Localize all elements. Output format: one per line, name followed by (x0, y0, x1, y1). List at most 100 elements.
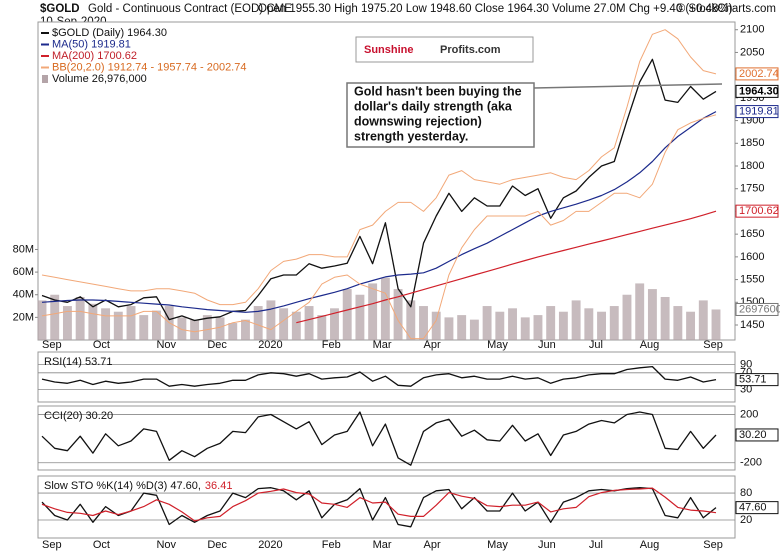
x-tick-label: Sep (703, 539, 723, 551)
series-line (41, 365, 717, 387)
volume-bar (431, 311, 441, 340)
value-label-box (735, 501, 779, 515)
logo-box (355, 36, 534, 63)
volume-bar (62, 306, 72, 340)
y2-tick-label: 80M (13, 243, 34, 255)
x-tick-label: Sep (42, 539, 62, 551)
x-tick-label: Jul (589, 339, 603, 351)
volume-bar (126, 306, 136, 340)
x-tick-label: 2020 (258, 539, 282, 551)
value-label: 47.60 (739, 502, 767, 514)
value-label: 1964.30 (739, 85, 779, 97)
volume-bar (597, 311, 606, 340)
x-tick-label: Oct (93, 539, 110, 551)
y-tick-label: 90 (740, 358, 752, 370)
value-label: 1919.81 (739, 105, 779, 117)
volume-bar (253, 306, 263, 340)
volume-bar (520, 317, 530, 340)
legend-swatch (42, 75, 48, 83)
panel-title: Slow STO %K(14) %D(3) 47.60, (44, 480, 201, 492)
panel-frame (37, 475, 736, 539)
panel-frame (37, 405, 736, 471)
y-tick-label: 1750 (740, 183, 764, 195)
y-tick-label: 20 (740, 514, 752, 526)
volume-bar (635, 283, 645, 340)
volume-bar (393, 289, 403, 340)
y2-tick-label: 60M (13, 266, 34, 278)
volume-bar (202, 315, 212, 340)
volume-bar (215, 317, 225, 340)
x-tick-label: May (487, 539, 508, 551)
volume-bar (647, 289, 657, 340)
y-tick-label: 30 (740, 383, 752, 395)
series-line (41, 487, 717, 528)
y-tick-label: 1650 (740, 228, 764, 240)
annotation-line: strength yesterday. (354, 129, 468, 143)
y-tick-label: 1600 (740, 251, 764, 263)
y-tick-label: -200 (740, 457, 762, 469)
volume-bar (558, 311, 568, 340)
x-tick-label: Aug (640, 339, 660, 351)
y-tick-label: 1850 (740, 137, 764, 149)
value-label: 2697600 (739, 303, 780, 315)
panel-frame (37, 351, 736, 403)
volume-bar (673, 306, 683, 340)
volume-bar (330, 308, 339, 340)
panel-title-highlight: 36.41 (205, 480, 233, 492)
volume-bar (291, 311, 301, 340)
x-tick-label: Apr (424, 339, 441, 351)
x-tick-label: Jun (538, 539, 556, 551)
volume-bar (279, 308, 289, 340)
x-tick-label: Apr (424, 539, 441, 551)
volume-bar (317, 315, 327, 340)
value-label-box (735, 84, 779, 98)
volume-bar (101, 308, 111, 340)
volume-bar (698, 300, 708, 340)
volume-bar (75, 296, 85, 340)
volume-bar (380, 277, 390, 340)
x-tick-label: Mar (373, 339, 392, 351)
volume-bar (686, 311, 696, 340)
x-tick-label: Feb (322, 539, 341, 551)
y-tick-label: 1800 (740, 160, 764, 172)
series-line (41, 58, 717, 322)
series-line (41, 111, 717, 313)
volume-bar (546, 306, 556, 340)
y-tick-label: 2100 (740, 24, 764, 36)
annotation-line: dollar's daily strength (aka (354, 99, 513, 113)
x-tick-label: Feb (322, 339, 341, 351)
volume-bar (444, 317, 454, 340)
volume-bar (342, 289, 352, 340)
volume-bar (533, 315, 543, 340)
y-tick-label: 1550 (740, 273, 764, 285)
y-tick-label: 2050 (740, 46, 764, 58)
x-tick-label: Dec (207, 539, 227, 551)
annotation-line: downswing rejection) (354, 114, 482, 128)
x-tick-label: May (487, 339, 508, 351)
value-label-box (735, 204, 779, 218)
value-label-box (735, 428, 779, 442)
legend-label: $GOLD (Daily) 1964.30 (52, 27, 167, 39)
x-tick-label: Aug (640, 539, 660, 551)
value-label-box (735, 105, 779, 119)
legend-label: MA(50) 1919.81 (52, 38, 131, 50)
logo: Sunshine Profits.com (355, 36, 534, 63)
subtitle: Gold - Continuous Contract (EOD) CME (88, 3, 292, 15)
panel-title: CCI(20) 30.20 (44, 410, 113, 422)
band-upper (41, 29, 717, 306)
series-line (41, 487, 717, 522)
value-label: 30.20 (739, 429, 767, 441)
x-tick-label: Jul (589, 539, 603, 551)
series-line (296, 210, 717, 324)
series-line (41, 411, 717, 466)
value-label-box (735, 67, 779, 81)
x-tick-label: Jun (538, 339, 556, 351)
volume-bar (469, 319, 479, 340)
value-label-box (735, 302, 779, 316)
volume-bar (177, 317, 187, 340)
volume-bar (139, 315, 149, 340)
volume-bar (584, 308, 594, 340)
volume-bar (368, 283, 378, 340)
symbol: $GOLD (40, 3, 80, 15)
